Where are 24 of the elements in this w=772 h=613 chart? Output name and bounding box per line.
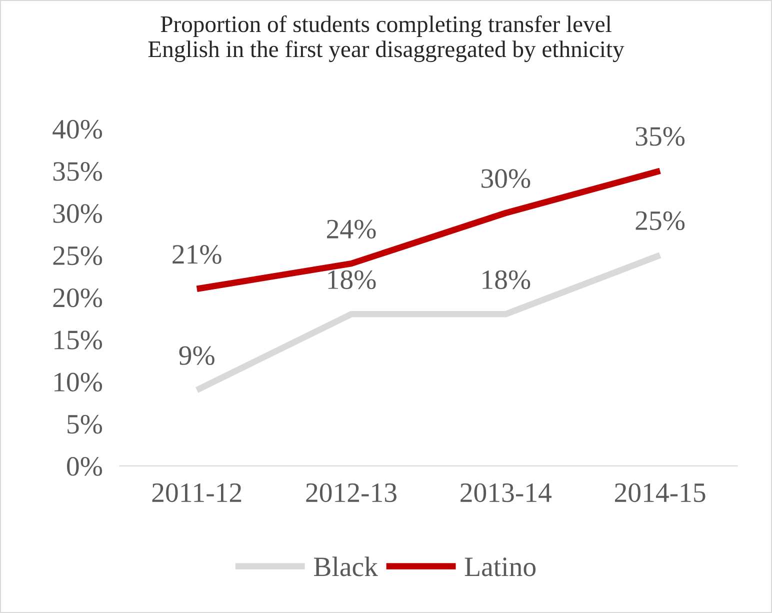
data-label: 18% (328, 270, 376, 290)
chart-title: Proportion of students completing transfer level English in the first year disaggregated by ethnicity (148, 15, 624, 62)
y-tick-label: 30% (53, 204, 102, 224)
y-tick-label: 15% (54, 330, 102, 350)
data-label: 9% (179, 346, 214, 366)
data-label: 35% (636, 127, 685, 146)
y-tick-label: 20% (53, 288, 102, 308)
y-tick-label: 35% (53, 162, 102, 181)
x-tick-label: 2014-15 (614, 483, 706, 502)
y-tick-label: 40% (52, 120, 102, 139)
y-tick-label: 25% (53, 246, 102, 266)
y-tick-label: 5% (68, 414, 102, 434)
x-tick-label: 2012-13 (306, 483, 396, 502)
data-label: 24% (327, 220, 376, 239)
x-tick-label: 2013-14 (460, 483, 552, 502)
data-label: 18% (482, 270, 530, 290)
data-label: 30% (482, 169, 530, 188)
y-tick-label: 0% (67, 457, 102, 476)
legend-label: Latino (464, 558, 536, 576)
data-label: 25% (636, 211, 685, 230)
y-tick-label: 10% (54, 372, 102, 392)
x-tick-label: 2011-12 (152, 483, 242, 502)
data-label: 21% (172, 245, 222, 264)
legend-label: Black (314, 556, 378, 576)
